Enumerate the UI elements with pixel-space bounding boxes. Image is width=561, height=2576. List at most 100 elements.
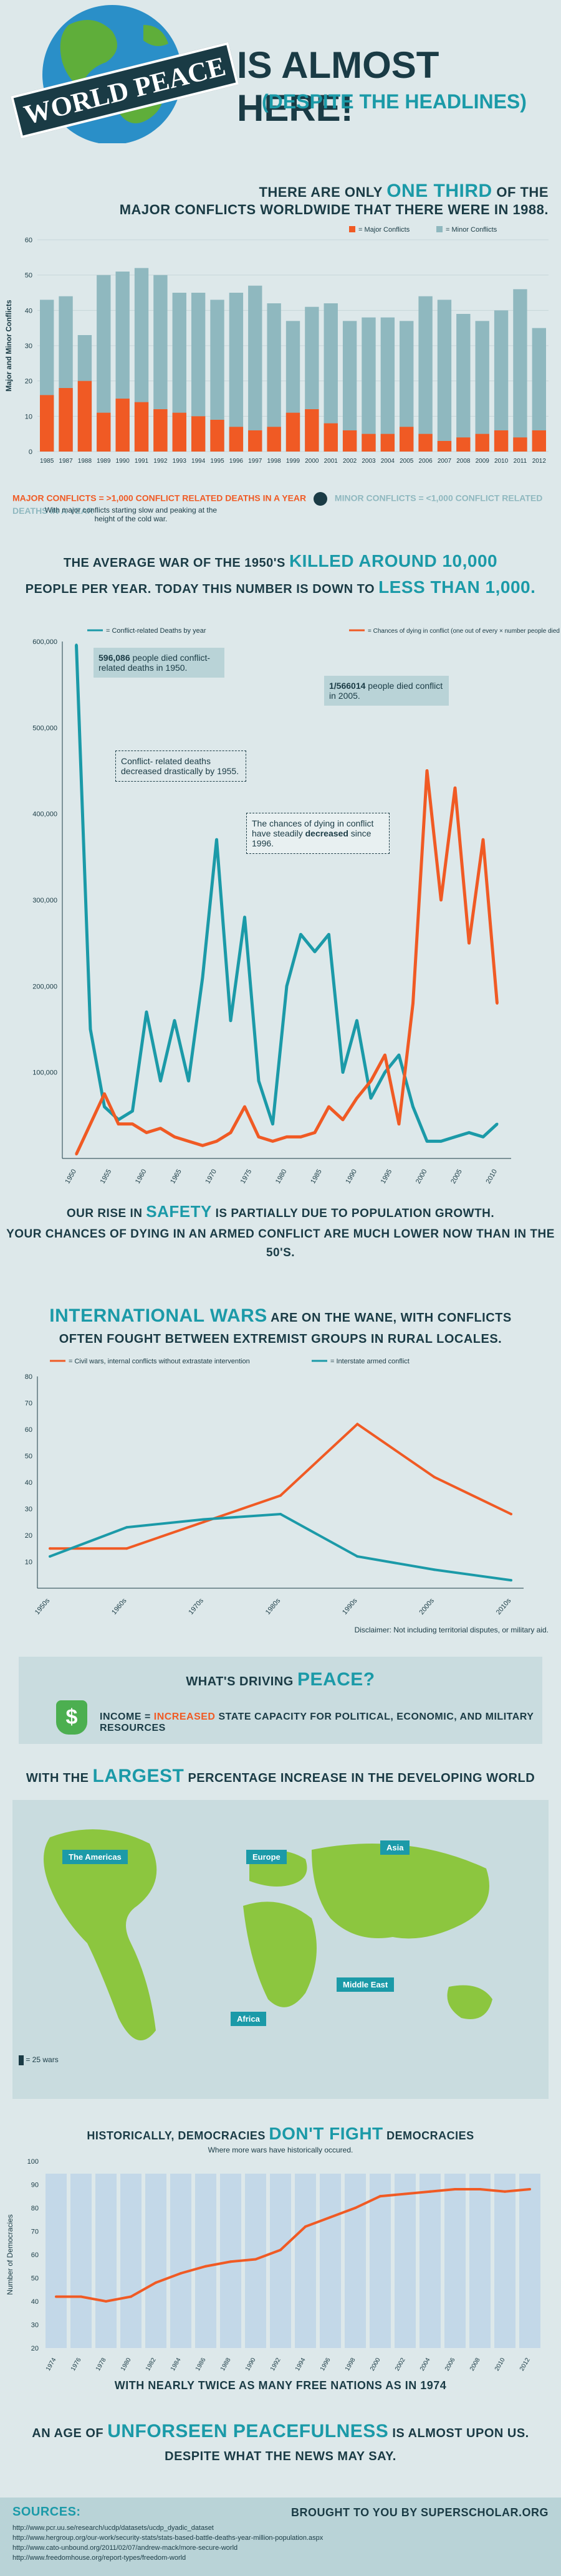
y-tick-label: 70 — [31, 2228, 39, 2236]
data-point — [354, 2207, 357, 2209]
y-tick-label: 30 — [25, 343, 32, 350]
s3-heading: INTERNATIONAL WARS ARE ON THE WANE, WITH… — [0, 1302, 561, 1348]
s5-title-em: LARGEST — [92, 1766, 185, 1786]
x-tick-label: 1988 — [219, 2357, 233, 2372]
s3-line1-post: ARE ON THE WANE, WITH CONFLICTS — [271, 1311, 512, 1325]
main-title: IS ALMOST HERE! — [237, 44, 439, 129]
data-point — [342, 1071, 344, 1074]
data-point — [496, 1122, 499, 1125]
data-point — [257, 1079, 260, 1082]
y-tick-label: 400,000 — [32, 811, 57, 818]
data-point — [75, 1153, 78, 1156]
y-tick-label: 20 — [25, 378, 32, 386]
y-tick-label: 20 — [25, 1532, 32, 1540]
y-tick-label: 100,000 — [32, 1069, 57, 1077]
bar-minor — [153, 275, 168, 452]
data-point — [155, 2281, 157, 2284]
s6-title: HISTORICALLY, DEMOCRACIES DON'T FIGHT DE… — [0, 2124, 561, 2144]
x-tick-label: 1996 — [229, 458, 244, 465]
s7-text: AN AGE OF UNFORSEEN PEACEFULNESS IS ALMO… — [0, 2417, 561, 2466]
background-bar — [170, 2174, 191, 2348]
x-tick-label: 1994 — [191, 458, 206, 465]
bar-minor — [532, 328, 546, 452]
data-point — [215, 1140, 218, 1143]
data-point — [370, 1097, 372, 1100]
data-point — [314, 1131, 316, 1134]
x-tick-label: 1978 — [95, 2357, 108, 2372]
legend-swatch-major — [349, 226, 355, 232]
x-tick-label: 1976 — [70, 2357, 83, 2372]
legend-label: = Conflict-related Deaths by year — [106, 627, 206, 635]
data-point — [202, 1518, 205, 1521]
x-tick-label: 1980s — [264, 1597, 282, 1616]
conflicts-bar-chart: 0 10 20 30 40 50 60 Major and Minor Conflicts 19… — [4, 226, 549, 465]
x-tick-label: 1996 — [319, 2357, 332, 2372]
data-point — [159, 1127, 162, 1130]
x-tick-label: 1999 — [286, 458, 300, 465]
s2-line1-em: KILLED AROUND 10,000 — [289, 551, 498, 571]
s7-line2: DESPITE WHAT THE NEWS MAY SAY. — [165, 2450, 396, 2463]
section-deaths: THE AVERAGE WAR OF THE 1950'S KILLED ARO… — [0, 548, 561, 1283]
wars-line-chart: 10 20 30 40 50 60 70 80 1950s 1960s 1970s 1980s 1990… — [25, 1358, 524, 1616]
bar-major — [77, 381, 92, 452]
bar-minor — [418, 296, 433, 452]
background-bar — [345, 2174, 366, 2348]
source-link[interactable]: http://www.freedomhouse.org/report-types… — [12, 2554, 186, 2562]
democracies-line — [56, 2188, 530, 2303]
bar-major — [305, 409, 319, 452]
x-tick-label: 2007 — [438, 458, 452, 465]
y-tick-label: 40 — [25, 1479, 32, 1487]
data-point — [383, 1071, 386, 1074]
data-point — [279, 1513, 282, 1515]
data-point — [103, 1106, 106, 1108]
data-point — [285, 1135, 288, 1139]
x-tick-label: 2010 — [494, 2357, 507, 2372]
callout4-post: since 1996. — [252, 828, 372, 848]
bar-major — [229, 427, 244, 452]
y-tick-label: 600,000 — [32, 638, 57, 646]
world-map — [44, 1829, 492, 2040]
x-tick-label: 1970s — [187, 1597, 205, 1616]
map-panel: The Americas Europe Asia Middle East Afr… — [12, 1800, 549, 2099]
s4-title: WHAT'S DRIVING PEACE? — [0, 1669, 561, 1690]
s2-bottom: OUR RISE IN SAFETY IS PARTIALLY DUE TO P… — [0, 1199, 561, 1262]
bar-major — [324, 423, 338, 452]
region-africa: Africa — [231, 2012, 266, 2026]
y-tick-label: 60 — [31, 2252, 39, 2259]
source-link[interactable]: http://www.pcr.uu.se/research/ucdp/datas… — [12, 2524, 214, 2532]
bar-minor — [210, 300, 224, 452]
x-tick-label: 1990 — [344, 1168, 358, 1185]
s7-line1-em: UNFORSEEN PEACEFULNESS — [107, 2421, 389, 2441]
callout-2005: 1/566014 people died conflict in 2005. — [324, 676, 449, 706]
s4-body: INCOME = INCREASED STATE CAPACITY FOR PO… — [100, 1712, 561, 1734]
bar-major — [267, 427, 281, 452]
source-link[interactable]: http://www.cato-unbound.org/2011/02/07/a… — [12, 2544, 238, 2552]
background-bar — [270, 2174, 291, 2348]
data-point — [504, 2190, 506, 2193]
data-point — [201, 976, 204, 979]
source-link[interactable]: http://www.hergroup.org/our-work/securit… — [12, 2534, 324, 2542]
bar-minor — [475, 321, 489, 452]
x-tick-label: 1960 — [134, 1168, 148, 1185]
y-tick-label: 500,000 — [32, 724, 57, 732]
section-conclusion: AN AGE OF UNFORSEEN PEACEFULNESS IS ALMO… — [0, 2417, 561, 2491]
x-tick-label: 2012 — [532, 458, 547, 465]
data-point — [229, 2260, 232, 2263]
data-point — [454, 787, 456, 790]
background-bar — [46, 2174, 67, 2348]
bar-major — [494, 430, 509, 452]
data-point — [454, 2188, 456, 2190]
x-tick-label: 1992 — [153, 458, 168, 465]
s2-line2-em: LESS THAN 1,000. — [378, 577, 536, 597]
x-tick-label: 1982 — [145, 2357, 158, 2372]
bar-major — [418, 433, 433, 452]
bar-minor — [248, 285, 262, 452]
bar-major — [40, 395, 54, 452]
x-tick-label: 2010 — [484, 1168, 499, 1185]
bar-major — [191, 416, 206, 452]
x-tick-label: 1997 — [248, 458, 262, 465]
s1-footer: MAJOR CONFLICTS = >1,000 CONFLICT RELATE… — [12, 492, 561, 516]
brought-by: BROUGHT TO YOU BY SUPERSCHOLAR.ORG — [290, 2506, 549, 2519]
bar-major — [475, 433, 489, 452]
data-point — [89, 1028, 92, 1031]
